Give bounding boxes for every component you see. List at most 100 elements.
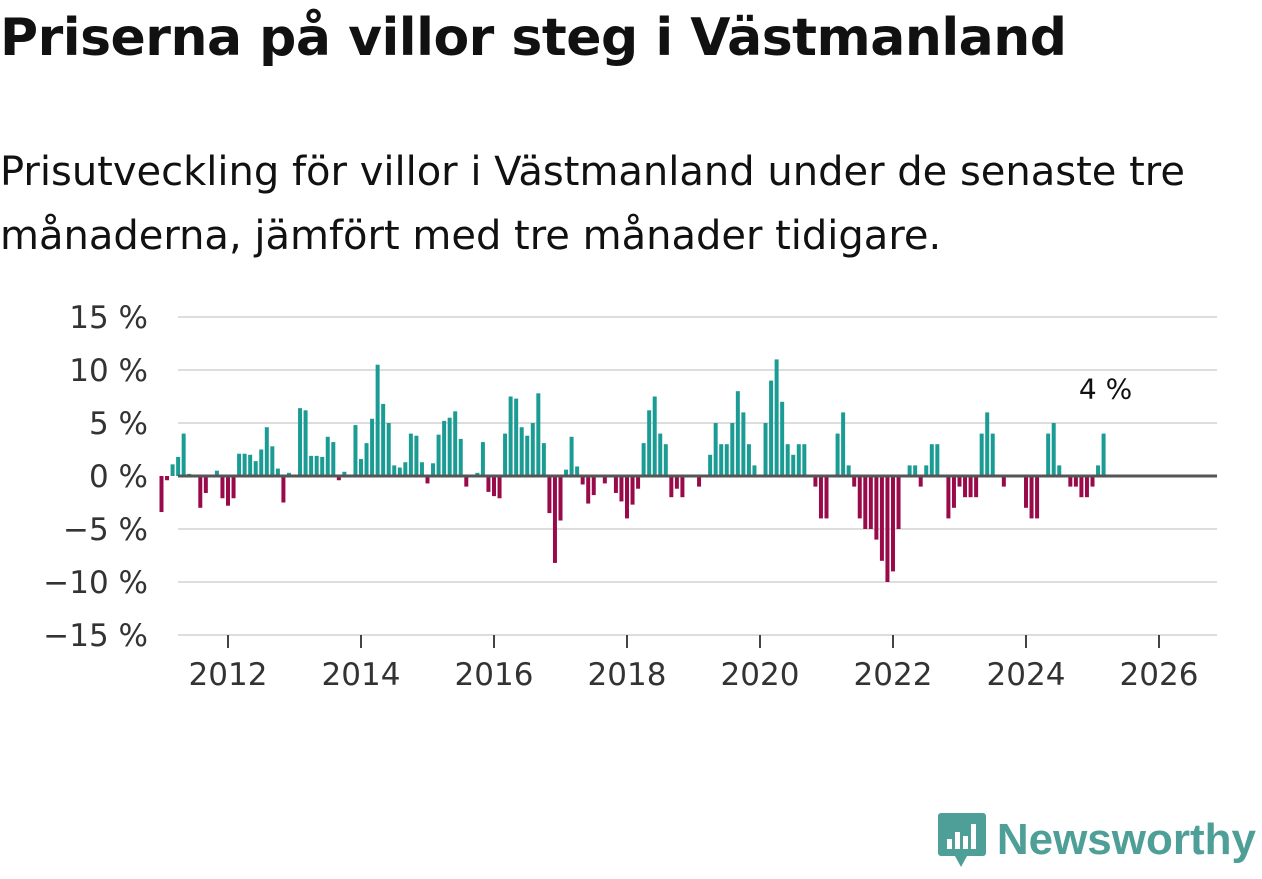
bar [724, 444, 729, 476]
bar [386, 423, 391, 476]
bar [419, 462, 424, 476]
bar [863, 476, 868, 529]
bar [176, 456, 181, 476]
bar [951, 476, 956, 508]
bar [359, 459, 363, 476]
brand-logo: Newsworthy [937, 811, 1256, 869]
bar [1057, 465, 1062, 476]
x-tick-label: 2024 [987, 657, 1066, 693]
bar [652, 396, 657, 476]
bar [286, 472, 291, 476]
bar [458, 438, 463, 476]
bar [342, 471, 347, 476]
bar [503, 433, 508, 476]
bar [325, 436, 330, 476]
bar [741, 412, 746, 476]
bar [669, 476, 674, 498]
y-tick-label: −15 % [43, 618, 148, 654]
bar [242, 453, 247, 476]
bar [392, 465, 397, 476]
y-tick-label: −10 % [43, 565, 148, 601]
bar [730, 423, 735, 476]
bar [968, 476, 973, 498]
bar [1051, 423, 1056, 476]
x-tick-label: 2022 [854, 657, 933, 693]
gridlines [178, 316, 1217, 636]
bar [613, 476, 618, 493]
bar [314, 455, 319, 476]
bar [170, 464, 175, 476]
bar [974, 476, 979, 498]
bar [735, 391, 740, 476]
bar [552, 476, 557, 563]
bar [857, 476, 862, 519]
bar [697, 476, 702, 487]
bar [564, 469, 569, 476]
bar [530, 423, 535, 476]
bar [802, 444, 807, 476]
bar [492, 476, 496, 497]
chart-subtitle: Prisutveckling för villor i Västmanland … [0, 149, 1185, 259]
bar [769, 380, 774, 476]
bar [414, 435, 419, 476]
bar [220, 476, 225, 499]
bar [591, 476, 596, 496]
bar [264, 427, 269, 476]
bar [575, 466, 580, 476]
y-tick-label: 10 % [69, 353, 148, 389]
bar [508, 396, 513, 476]
bar [780, 401, 785, 476]
bar [963, 476, 968, 498]
bar [408, 433, 413, 476]
bar [774, 359, 779, 476]
bar [298, 408, 303, 476]
bar [320, 456, 325, 476]
bar [719, 444, 724, 476]
bar [835, 433, 840, 476]
y-tick-label: 15 % [69, 300, 148, 336]
bar-chart: 15 % 10 % 5 % 0 % −5 % −10 % −15 % 2012 2014 2016… [43, 300, 1217, 693]
bar [165, 476, 170, 481]
bar [674, 476, 679, 489]
bar [475, 472, 480, 476]
bar [525, 435, 530, 476]
bar [1046, 433, 1051, 476]
bar [619, 476, 624, 502]
bar [281, 476, 286, 503]
bar [447, 417, 452, 476]
bar [874, 476, 879, 540]
x-tick-label: 2018 [588, 657, 667, 693]
bar [237, 453, 242, 476]
bar [453, 411, 458, 476]
bar [957, 476, 962, 487]
bar [1090, 476, 1095, 487]
bars [159, 359, 1106, 582]
bar [752, 465, 757, 476]
bar [1079, 476, 1084, 498]
bar [625, 476, 629, 519]
bar [370, 418, 375, 476]
bar [397, 467, 402, 476]
bar [1101, 433, 1106, 476]
x-tick-label: 2012 [189, 657, 268, 693]
bar [480, 442, 485, 476]
bar [159, 476, 164, 513]
bar [431, 463, 436, 476]
bar [985, 412, 990, 476]
bar [214, 470, 219, 476]
bar [990, 433, 995, 476]
bar [336, 476, 341, 481]
x-tick-label: 2016 [455, 657, 534, 693]
bar [680, 476, 685, 498]
bar [935, 444, 940, 476]
bar [309, 455, 314, 476]
bar [647, 410, 652, 476]
bar [896, 476, 901, 529]
bar [641, 443, 646, 476]
bar [602, 476, 607, 484]
bar [852, 476, 857, 487]
bar [1068, 476, 1073, 487]
bar [663, 444, 668, 476]
bar [270, 446, 275, 476]
x-tick-label: 2014 [322, 657, 401, 693]
